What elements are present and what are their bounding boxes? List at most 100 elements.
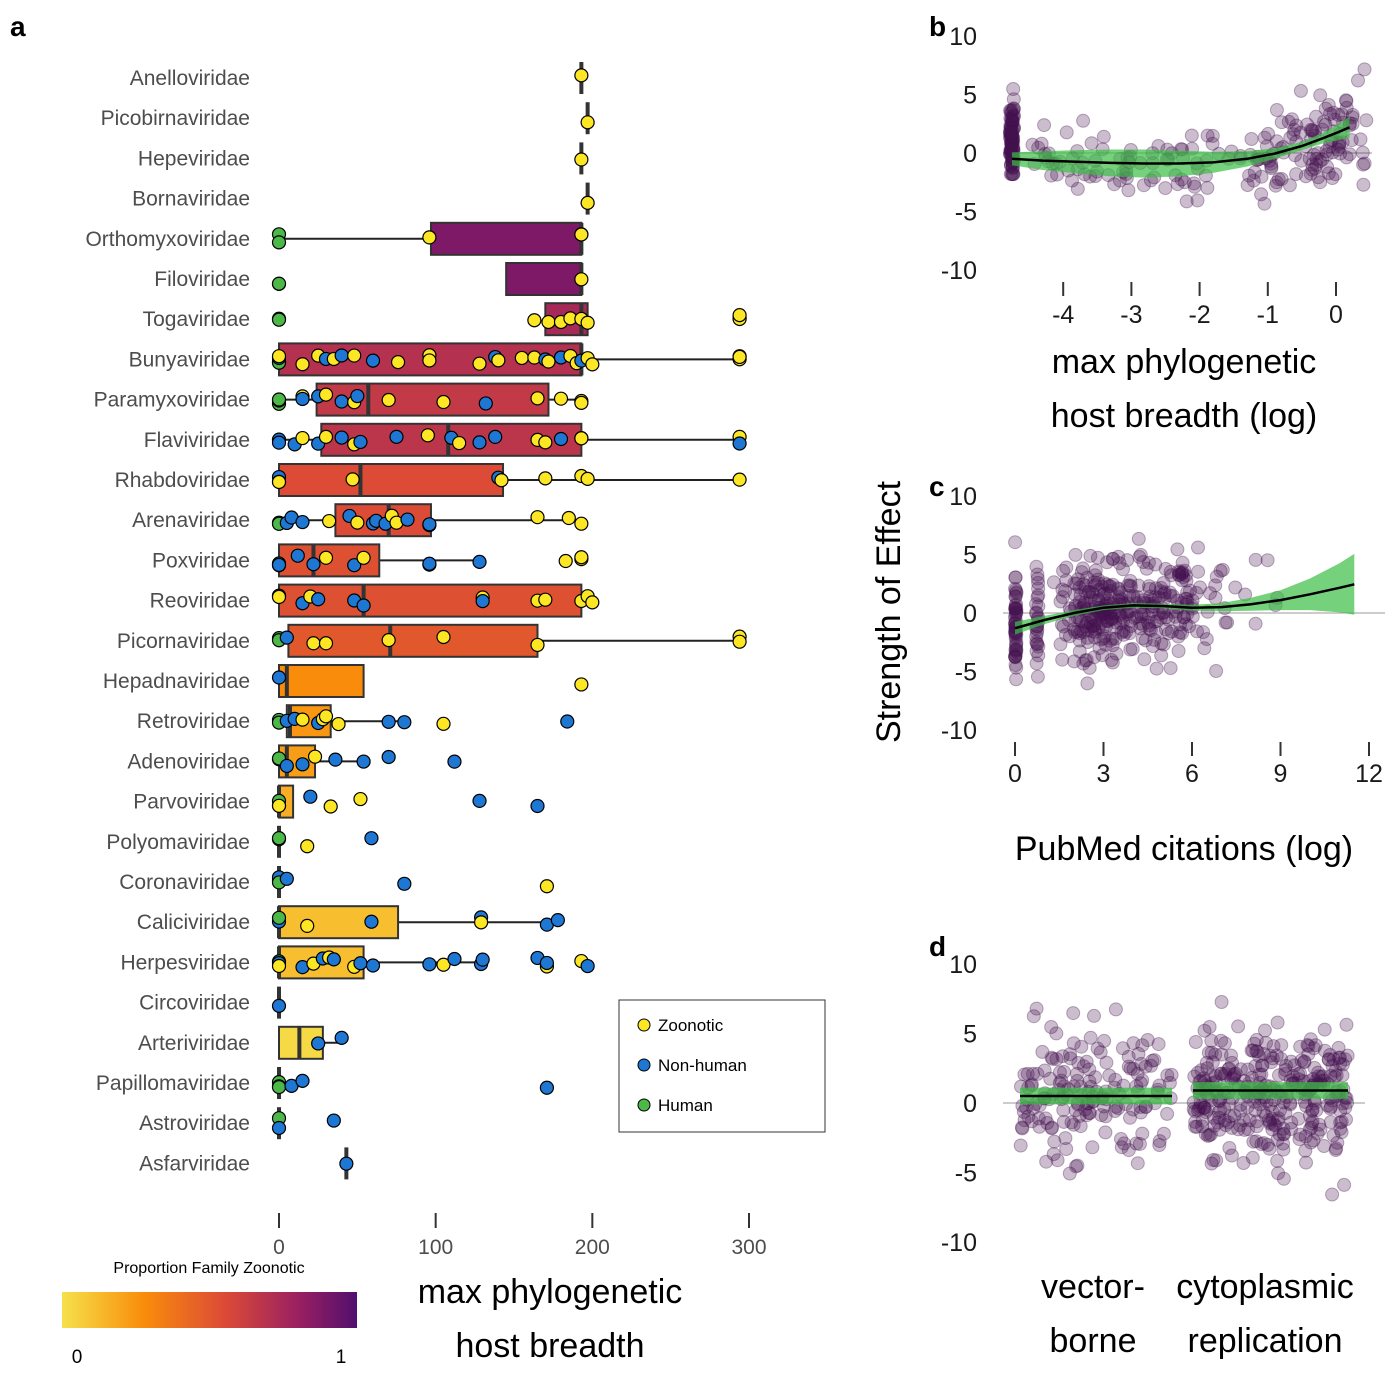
panel-d-point <box>1126 1062 1141 1076</box>
panel-d-point <box>1144 1058 1158 1073</box>
panel-d-point <box>1305 1103 1320 1118</box>
panel-d-point <box>1206 1110 1221 1125</box>
panel-c-point <box>1182 619 1197 634</box>
panel-d-point <box>1206 1153 1221 1167</box>
panel-d-point <box>1245 1043 1260 1058</box>
panel-b-point <box>1304 122 1318 137</box>
panel-d-point <box>1311 1065 1326 1080</box>
panel-d-point <box>1079 1054 1094 1069</box>
family-label: Polyomaviridae <box>106 831 250 854</box>
panel-b-point <box>1004 136 1019 150</box>
panel-d-point <box>1108 1002 1123 1017</box>
family-point <box>271 349 287 364</box>
panel-b-point <box>1359 113 1374 128</box>
panel-b-point <box>1004 112 1019 127</box>
family-point <box>271 557 287 573</box>
panel-b-point <box>1003 167 1018 182</box>
panel-c-point <box>1100 577 1114 592</box>
family-point <box>580 115 595 130</box>
panel-c-point <box>1070 624 1085 639</box>
family-point <box>271 312 287 327</box>
panel-c-point <box>1078 578 1093 593</box>
panel-c-point <box>1072 580 1087 595</box>
panel-b-point <box>1306 147 1321 162</box>
panel-d-point <box>1074 1039 1089 1054</box>
panel-d-point <box>1256 1047 1271 1061</box>
family-point <box>422 556 437 571</box>
panel-c-point <box>1218 615 1233 630</box>
panel-a: a Anelloviridae Picobirnaviridae Hepevirid… <box>10 11 826 1368</box>
panel-b-point <box>1005 135 1020 150</box>
panel-c-point <box>1068 547 1083 562</box>
panel-c-point <box>1072 595 1087 609</box>
panel-c-point <box>1178 617 1193 632</box>
panel-d-point <box>1123 1110 1137 1125</box>
panel-b-point <box>1005 136 1019 151</box>
family-point <box>350 515 365 530</box>
panel-c-point <box>1062 629 1077 644</box>
panel-c-point <box>1166 589 1180 604</box>
panel-c-point <box>1009 643 1024 658</box>
panel-c-point <box>1178 568 1193 583</box>
panel-c-point <box>1072 633 1087 648</box>
panel-d-point <box>1193 1099 1208 1114</box>
panel-c-point <box>1095 622 1110 637</box>
family-point <box>347 348 362 363</box>
panel-d-point <box>1209 1153 1224 1168</box>
panel-b-point <box>1313 88 1328 103</box>
family-label: Rhabdoviridae <box>115 469 250 492</box>
panel-d-point <box>1301 1047 1316 1062</box>
panel-d-ytick-label: 5 <box>963 1021 977 1049</box>
panel-c-point <box>1191 564 1206 579</box>
panel-c-point <box>1073 588 1088 603</box>
family-point <box>530 798 545 814</box>
panel-c-point <box>1161 612 1176 627</box>
panel-d-ytick-label: -10 <box>941 1229 977 1257</box>
panel-b-point <box>1004 129 1019 144</box>
panel-c-point <box>1008 647 1023 662</box>
panel-b-point <box>1005 109 1020 124</box>
panel-d-point <box>1340 1048 1355 1063</box>
panel-c-point <box>1208 578 1223 593</box>
family-point <box>381 749 396 765</box>
panel-c-point <box>1056 619 1071 634</box>
family-point <box>585 357 600 372</box>
panel-d-point <box>1047 1134 1062 1149</box>
panel-d-point <box>1331 1051 1346 1065</box>
panel-d-point <box>1224 1048 1238 1063</box>
panel-c-point <box>1174 567 1189 581</box>
panel-c-point <box>1009 597 1024 612</box>
panel-d-point <box>1276 1126 1291 1141</box>
family-point <box>271 435 287 450</box>
panel-c-point <box>1009 601 1024 616</box>
panel-c-point <box>1157 587 1172 601</box>
panel-b-point <box>1307 161 1322 176</box>
family-point <box>271 1120 287 1136</box>
family-point <box>422 957 437 972</box>
panel-c-point <box>1162 585 1177 600</box>
panel-c-point <box>1196 625 1211 640</box>
panel-d-point <box>1312 1117 1327 1132</box>
panel-b-point <box>1003 126 1018 141</box>
panel-c-point <box>1149 661 1164 676</box>
panel-b-point <box>1303 166 1318 181</box>
panel-d-point <box>1256 1104 1271 1119</box>
panel-c-point <box>1208 591 1223 605</box>
panel-b-point <box>1170 177 1185 192</box>
panel-b-point <box>1328 167 1343 182</box>
panel-a-family-labels: Anelloviridae Picobirnaviridae Hepeviridae… <box>85 67 250 1175</box>
panel-d-point <box>1252 1049 1266 1063</box>
panel-d-point <box>1273 1103 1287 1118</box>
panel-d-point <box>1305 1102 1320 1117</box>
panel-b-point <box>1006 121 1021 136</box>
panel-d-point <box>1276 1136 1291 1151</box>
panel-d-point <box>1151 1037 1166 1052</box>
panel-c-point <box>1095 579 1110 594</box>
panel-c-point <box>1031 648 1046 663</box>
panel-c-point <box>1104 612 1119 627</box>
panel-b-point <box>1025 137 1040 152</box>
panel-d-point <box>1223 1109 1238 1124</box>
panel-b-point <box>1003 119 1018 134</box>
panel-b-point <box>1331 107 1346 122</box>
panel-d-point <box>1214 995 1229 1009</box>
